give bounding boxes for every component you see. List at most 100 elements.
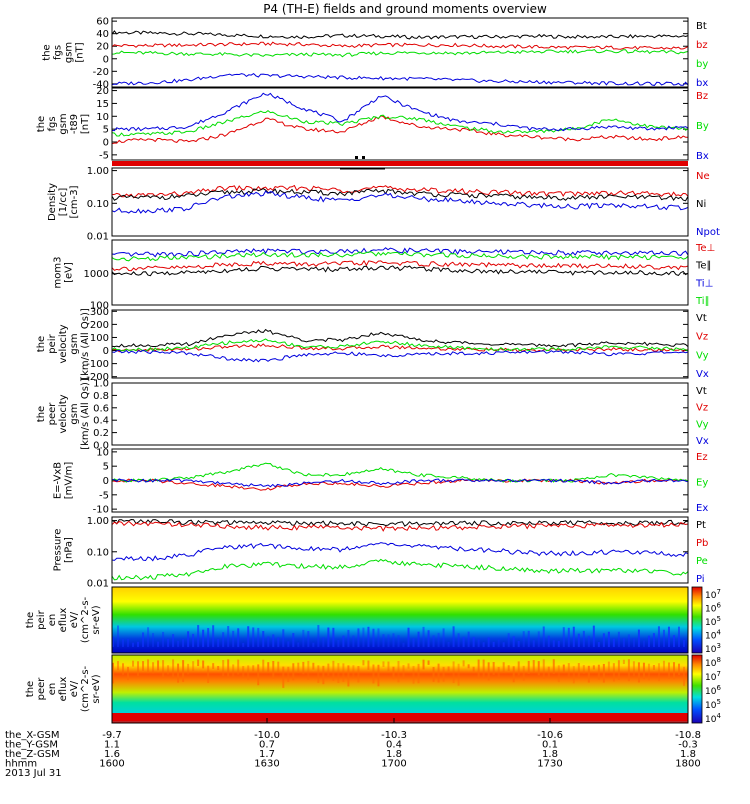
spectrogram-texture — [492, 641, 495, 647]
ylabel-line: [nT] — [80, 114, 91, 134]
series-line-Bz — [111, 115, 688, 145]
spectrogram-texture — [112, 662, 114, 684]
panel-2: 1.00 0.10 0.01 Ne Ni Npot Density [1/cc] [cm-3] — [47, 166, 720, 242]
spectrogram-texture — [672, 662, 675, 680]
footer-value: 1800 — [675, 759, 700, 770]
spectrogram-texture — [217, 638, 220, 647]
spectrogram-texture — [247, 665, 250, 681]
spectrogram-texture — [322, 665, 325, 685]
spectrogram-texture — [282, 666, 285, 688]
legend-label-Vz: Vz — [696, 332, 708, 343]
footer-row-label: hhmm — [5, 759, 37, 770]
spectrogram-texture — [132, 660, 135, 667]
colorbar — [691, 586, 703, 654]
panel-frame — [111, 17, 689, 88]
spectrogram-texture — [612, 663, 615, 682]
spectrogram-texture — [222, 660, 225, 677]
series-line-Vz — [111, 343, 689, 353]
panel-ylabel: Pressure [nPa] — [53, 529, 75, 572]
ylabel-line: fgs — [47, 116, 58, 131]
series-line-Ne — [111, 184, 689, 199]
y-tick-label: -100 — [86, 359, 109, 370]
spectrogram-texture — [562, 664, 565, 673]
series-line-bx — [111, 72, 689, 86]
series-line-Te∥ — [111, 265, 689, 277]
spectrogram-texture — [207, 628, 210, 647]
spectrogram-texture — [322, 637, 325, 647]
spectrogram-texture — [152, 633, 155, 647]
spectrogram-texture — [582, 665, 585, 674]
spectrogram-texture — [337, 663, 340, 683]
spectrogram-texture — [267, 636, 270, 647]
legend-label-Bz: Bz — [696, 91, 708, 102]
mode-bar-mark — [355, 156, 358, 159]
y-tick-label: 15 — [96, 99, 109, 110]
spectrogram-texture — [432, 666, 435, 682]
footer-row-label: the_Y-GSM — [5, 740, 58, 751]
panel-frame — [111, 448, 689, 513]
spectrogram-texture — [217, 665, 220, 671]
footer-value: 1.8 — [542, 749, 558, 760]
legend-label-Ti∥: Ti∥ — [695, 296, 710, 307]
panel-3: 1000 100 Te⊥ Te∥ Ti⊥ Ti∥ mom3 [eV] — [53, 239, 715, 312]
footer-value: 1.6 — [104, 749, 120, 760]
spectrogram-texture — [382, 634, 385, 647]
spectrogram-texture — [482, 642, 485, 647]
ylabel-line: [km/s (All Qs)] — [80, 378, 91, 450]
spectrogram-texture — [237, 659, 240, 675]
spectrogram-texture — [617, 631, 620, 647]
ylabel-line: Pressure — [53, 529, 64, 572]
spectrogram-texture — [152, 662, 155, 674]
spectrogram-texture — [247, 626, 250, 647]
spectrogram-texture — [302, 629, 305, 647]
spectrogram-texture — [622, 638, 625, 647]
spectrogram-texture — [307, 660, 310, 680]
ylabel-line: the — [42, 44, 53, 60]
spectrogram-texture — [382, 661, 385, 667]
ylabel-line: gsm — [58, 113, 69, 134]
ylabel-line: [nPa] — [64, 537, 75, 563]
spectrogram-texture — [527, 630, 530, 647]
y-tick-label: 0.4 — [93, 416, 109, 427]
series-line-By — [111, 109, 689, 137]
spectrogram-texture — [272, 660, 275, 679]
legend-label-Pi: Pi — [696, 574, 705, 585]
colorbar-tick-label: 106 — [705, 602, 721, 615]
spectrogram-texture — [292, 633, 295, 647]
legend-label-Bx: Bx — [696, 151, 709, 162]
y-tick-label: 1.00 — [87, 166, 109, 177]
panel-4: 300 200 100 0 -100 -200 Vt Vz Vy Vx the peir velocit… — [36, 307, 709, 383]
ylabel-line: E=-VxB — [53, 462, 64, 499]
spectrogram-texture — [352, 635, 355, 647]
spectrogram-texture — [662, 660, 665, 672]
spectrogram-texture — [297, 662, 300, 674]
spectrogram-texture — [682, 666, 685, 686]
spectrogram-texture — [402, 665, 405, 679]
spectrogram-texture — [192, 661, 195, 672]
spectrogram-texture — [627, 659, 630, 682]
series-line-Bx — [111, 92, 689, 132]
y-tick-label: -200 — [86, 372, 109, 383]
footer-value: 1700 — [381, 759, 406, 770]
ylabel-line: velocity — [58, 394, 69, 433]
spectrogram-texture — [487, 662, 490, 681]
y-tick-label: 0.01 — [87, 232, 109, 243]
y-tick-label: 20 — [96, 42, 109, 53]
y-tick-label: 100 — [90, 333, 109, 344]
ylabel-line: gsm — [69, 403, 80, 424]
spectrogram-texture — [657, 663, 660, 682]
spectrogram-texture — [292, 663, 295, 681]
legend-label-Ez: Ez — [696, 452, 708, 463]
series-line-Pb — [111, 520, 689, 532]
y-tick-label: -5 — [99, 490, 109, 501]
spectrogram-texture — [187, 663, 190, 675]
spectrogram-texture — [647, 635, 650, 647]
spectrogram-texture — [262, 631, 265, 647]
ylabel-line: peer — [47, 402, 58, 426]
spectrogram-texture — [502, 642, 505, 647]
footer-row-label: the_X-GSM — [5, 730, 59, 741]
